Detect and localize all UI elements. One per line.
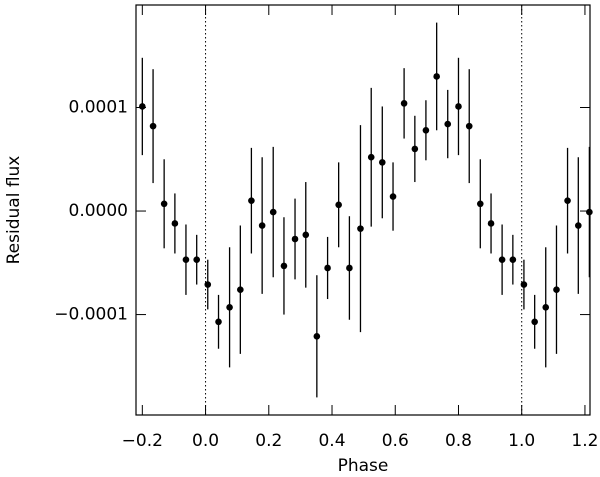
data-point <box>193 256 201 263</box>
data-point <box>520 281 528 288</box>
data-point <box>324 264 331 272</box>
data-point <box>564 197 571 204</box>
data-point <box>335 201 342 209</box>
x-axis-label: Phase <box>338 456 389 476</box>
x-tick-label: −0.2 <box>122 431 163 451</box>
data-point <box>444 120 452 128</box>
data-point <box>422 126 430 134</box>
data-point <box>313 333 321 340</box>
x-tick-label: 0.0 <box>192 431 219 451</box>
data-point <box>291 235 299 243</box>
data-point <box>509 256 517 263</box>
data-point <box>204 281 212 288</box>
data-point <box>215 318 222 326</box>
data-point <box>269 208 277 216</box>
y-tick-label: −0.0001 <box>54 305 128 325</box>
x-tick-label: 0.4 <box>318 431 345 451</box>
y-axis-label: Residual flux <box>4 156 24 265</box>
data-point <box>182 256 190 263</box>
data-point <box>139 103 146 110</box>
x-tick-label: 0.8 <box>445 431 472 451</box>
data-point <box>498 256 506 263</box>
data-point <box>367 153 375 161</box>
data-point <box>248 197 255 204</box>
data-point <box>149 122 157 130</box>
x-tick-label: 1.0 <box>508 431 535 451</box>
data-point <box>487 220 495 227</box>
data-point <box>226 304 233 311</box>
data-point <box>378 159 386 166</box>
data-point <box>433 73 440 80</box>
data-point <box>542 304 550 311</box>
data-point <box>280 262 288 270</box>
data-point <box>586 208 593 216</box>
data-point <box>171 220 179 227</box>
data-point <box>389 193 397 200</box>
data-point <box>160 200 168 208</box>
data-point <box>357 225 364 232</box>
data-point <box>465 122 473 130</box>
data-point <box>553 286 560 294</box>
x-tick-label: 0.2 <box>255 431 282 451</box>
data-point <box>476 200 484 208</box>
data-point <box>237 286 244 294</box>
x-tick-label: 1.2 <box>571 431 598 451</box>
data-point <box>346 264 353 272</box>
data-point <box>302 231 310 239</box>
x-tick-label: 0.6 <box>382 431 409 451</box>
data-point <box>411 145 419 153</box>
data-point <box>455 103 462 110</box>
data-point <box>531 318 538 326</box>
data-point <box>400 100 408 107</box>
y-tick-label: 0.0000 <box>69 201 128 221</box>
data-point <box>258 222 266 229</box>
y-tick-label: 0.0001 <box>69 98 128 118</box>
data-point <box>575 222 582 229</box>
